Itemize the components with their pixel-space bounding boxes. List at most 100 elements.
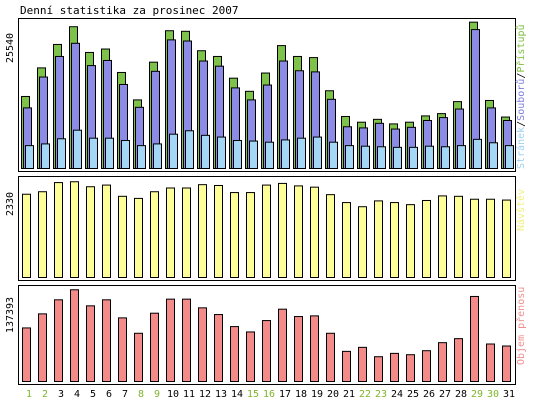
bar-visits-0-day-25 [406,204,415,278]
bar-transfer-0-day-8 [134,332,143,382]
bar-transfer-0-day-18 [294,316,303,382]
x-tick-label-19: 19 [311,389,323,400]
bar-visits-0-day-17 [278,182,287,279]
bar-visits-0-day-2 [38,191,47,278]
x-tick-label-12: 12 [199,389,211,400]
x-tick-label-8: 8 [138,389,144,400]
bar-transfer-0-day-10 [166,298,175,382]
bar-visits-0-day-30 [486,198,495,278]
bar-top-2-day-25 [409,146,418,169]
panel-frame [18,176,516,281]
bar-top-2-day-11 [185,130,194,170]
x-tick-label-10: 10 [167,389,179,400]
bar-top-2-day-9 [153,143,162,169]
bar-visits-0-day-16 [262,184,271,278]
bar-transfer-0-day-5 [86,305,95,382]
x-tick-label-5: 5 [90,389,96,400]
x-tick-label-3: 3 [58,389,64,400]
x-tick-label-18: 18 [295,389,307,400]
x-tick-label-15: 15 [247,389,259,400]
bar-top-2-day-22 [361,145,370,170]
bar-visits-0-day-11 [182,187,191,278]
x-tick-label-28: 28 [455,389,467,400]
bar-top-2-day-31 [505,145,514,170]
panel-frame [18,285,516,385]
bar-transfer-0-day-23 [374,356,383,383]
bar-transfer-0-day-25 [406,354,415,382]
bar-transfer-0-day-15 [246,331,255,382]
bar-visits-0-day-23 [374,200,383,278]
y-max-label: 137393 [5,297,16,333]
bar-visits-0-day-1 [22,193,31,279]
bar-visits-0-day-13 [214,184,223,279]
bar-transfer-0-day-7 [118,317,127,383]
x-tick-label-20: 20 [327,389,339,400]
bar-transfer-0-day-22 [358,346,367,383]
legend-top: Stránek/Souborů/Přístupů [515,24,527,169]
bar-top-2-day-30 [489,142,498,170]
y-max-label: 25540 [5,33,16,63]
bar-visits-0-day-9 [150,191,159,278]
panel-transfer: 137393 Objem přenosu [5,285,527,385]
bar-transfer-0-day-21 [342,350,351,383]
bar-top-2-day-29 [473,138,482,170]
legend-entry: Přístupů [515,24,527,72]
x-tick-label-2: 2 [42,389,48,400]
x-tick-label-6: 6 [106,389,112,400]
x-tick-label-25: 25 [407,389,419,400]
bar-visits-0-day-12 [198,184,207,278]
bar-visits-0-day-29 [470,198,479,278]
bar-visits-0-day-26 [422,199,431,278]
bar-visits-0-day-3 [54,182,63,278]
x-tick-label-1: 1 [26,389,32,400]
bar-visits-0-day-24 [390,202,399,278]
legend-entry: Stránek [515,127,527,169]
bar-top-2-day-1 [25,145,34,170]
bar-visits-0-day-28 [454,195,463,279]
bar-visits-0-day-15 [246,192,255,279]
bar-visits-0-day-19 [310,186,319,279]
bar-top-2-day-17 [281,139,290,170]
bar-top-2-day-19 [313,136,322,170]
panel-frame [18,18,516,172]
legend-text: Objem přenosu [515,287,527,365]
bar-visits-0-day-8 [134,197,143,278]
x-tick-label-23: 23 [375,389,387,400]
legend-separator: / [516,73,527,79]
x-tick-label-17: 17 [279,389,291,400]
bar-transfer-0-day-29 [470,295,479,383]
bar-transfer-0-day-28 [454,338,463,383]
x-tick-label-16: 16 [263,389,275,400]
bar-transfer-0-day-6 [102,299,111,383]
bar-top-2-day-8 [137,145,146,170]
bar-visits-0-day-6 [102,184,111,278]
bar-transfer-0-day-26 [422,350,431,382]
legend-entry: Objem přenosu [515,287,527,365]
x-tick-label-27: 27 [439,389,451,400]
bar-top-2-day-10 [169,133,178,170]
bar-visits-0-day-21 [342,202,351,278]
legend-text: Návštěv [515,189,527,231]
bar-top-2-day-15 [249,140,258,169]
x-tick-label-14: 14 [231,389,243,400]
bar-visits-0-day-10 [166,187,175,278]
bar-transfer-0-day-2 [38,313,47,383]
bar-visits-0-day-22 [358,206,367,278]
x-tick-label-29: 29 [471,389,483,400]
x-tick-label-22: 22 [359,389,371,400]
legend-visits: Návštěv [515,189,527,231]
y-max-label: 2330 [5,192,16,216]
bar-visits-0-day-4 [70,181,79,279]
legend-transfer: Objem přenosu [515,287,527,365]
x-tick-label-4: 4 [74,389,80,400]
legend-entry: Návštěv [515,189,527,231]
chart-title: Denní statistika za prosinec 2007 [20,4,239,17]
bar-transfer-0-day-27 [438,342,447,382]
bar-transfer-0-day-13 [214,314,223,382]
bar-visits-0-day-14 [230,192,239,279]
bar-top-2-day-16 [265,141,274,169]
bar-top-2-day-12 [201,134,210,169]
bar-top-2-day-2 [41,143,50,169]
